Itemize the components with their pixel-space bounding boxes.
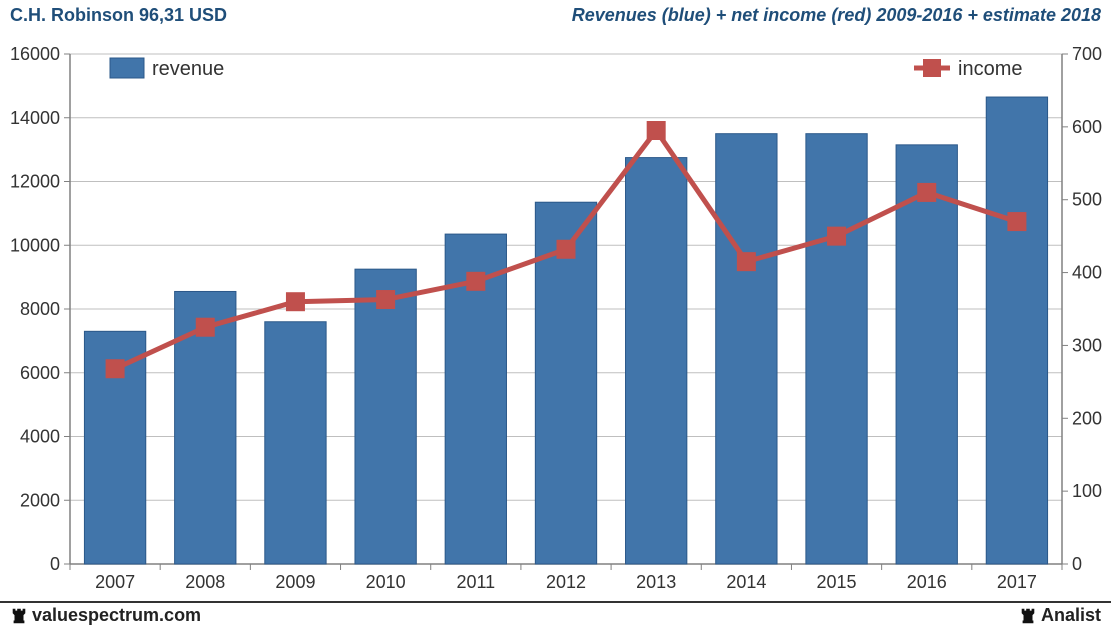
- chart-footer: valuespectrum.com Analist: [0, 601, 1111, 627]
- legend-income-label: income: [958, 58, 1022, 80]
- bar-2013: [626, 158, 687, 564]
- svg-text:400: 400: [1072, 263, 1102, 283]
- income-marker: [737, 253, 755, 271]
- svg-text:4000: 4000: [20, 427, 60, 447]
- header-title-right: Revenues (blue) + net income (red) 2009-…: [572, 5, 1101, 26]
- svg-text:0: 0: [1072, 554, 1082, 574]
- footer-right-text: Analist: [1041, 605, 1101, 625]
- income-marker: [377, 291, 395, 309]
- x-label: 2011: [456, 572, 495, 592]
- x-label: 2016: [907, 572, 947, 592]
- income-marker: [286, 293, 304, 311]
- bar-2015: [806, 134, 867, 564]
- income-marker: [918, 183, 936, 201]
- revenue-income-chart: 0 2000 4000 6000 8000 10000 12000 14000 16000 0 10…: [0, 0, 1111, 627]
- income-marker: [647, 122, 665, 140]
- svg-text:16000: 16000: [10, 44, 60, 64]
- header-title-left: C.H. Robinson 96,31 USD: [10, 5, 227, 26]
- svg-text:2000: 2000: [20, 490, 60, 510]
- income-marker: [828, 227, 846, 245]
- x-label: 2014: [726, 572, 766, 592]
- income-marker: [1008, 213, 1026, 231]
- x-label: 2013: [636, 572, 676, 592]
- x-label: 2007: [95, 572, 135, 592]
- svg-text:100: 100: [1072, 481, 1102, 501]
- chart-header: C.H. Robinson 96,31 USD Revenues (blue) …: [0, 0, 1111, 28]
- bar-2014: [716, 134, 777, 564]
- rook-icon: [1019, 607, 1037, 625]
- svg-text:10000: 10000: [10, 235, 60, 255]
- legend: revenue income: [110, 58, 1022, 80]
- rook-icon: [10, 607, 28, 625]
- svg-text:600: 600: [1072, 117, 1102, 137]
- x-label: 2017: [997, 572, 1037, 592]
- bar-2010: [355, 269, 416, 564]
- income-marker: [467, 272, 485, 290]
- legend-revenue-label: revenue: [152, 58, 224, 80]
- x-label: 2009: [275, 572, 315, 592]
- bar-2016: [896, 145, 957, 564]
- x-label: 2015: [817, 572, 857, 592]
- footer-right: Analist: [1019, 605, 1101, 626]
- footer-left: valuespectrum.com: [10, 605, 201, 626]
- svg-text:300: 300: [1072, 335, 1102, 355]
- svg-text:500: 500: [1072, 190, 1102, 210]
- x-label: 2010: [366, 572, 406, 592]
- svg-text:8000: 8000: [20, 299, 60, 319]
- footer-left-text: valuespectrum.com: [32, 605, 201, 625]
- svg-text:700: 700: [1072, 44, 1102, 64]
- svg-text:200: 200: [1072, 408, 1102, 428]
- x-label: 2008: [185, 572, 225, 592]
- x-label: 2012: [546, 572, 586, 592]
- income-marker: [557, 240, 575, 258]
- income-marker: [196, 318, 214, 336]
- bar-2009: [265, 322, 326, 564]
- svg-text:0: 0: [50, 554, 60, 574]
- svg-text:14000: 14000: [10, 108, 60, 128]
- svg-text:6000: 6000: [20, 363, 60, 383]
- income-marker: [106, 360, 124, 378]
- bar-2017: [986, 97, 1047, 564]
- svg-text:12000: 12000: [10, 172, 60, 192]
